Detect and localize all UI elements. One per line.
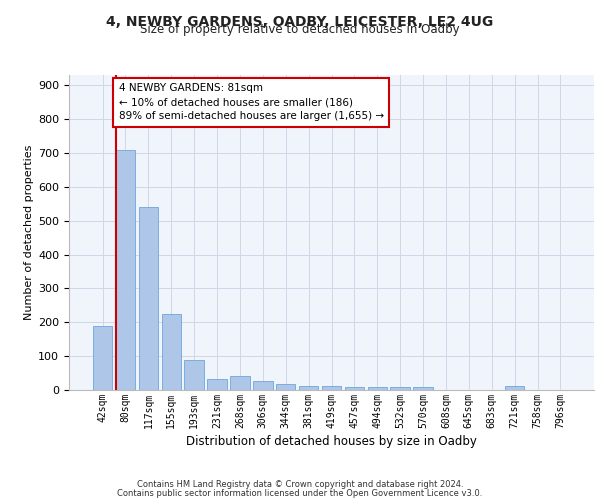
Bar: [299, 386, 319, 390]
Bar: [276, 384, 295, 390]
Bar: [391, 388, 410, 390]
Text: 4 NEWBY GARDENS: 81sqm
← 10% of detached houses are smaller (186)
89% of semi-de: 4 NEWBY GARDENS: 81sqm ← 10% of detached…: [119, 84, 383, 122]
Bar: [253, 381, 272, 390]
Text: Size of property relative to detached houses in Oadby: Size of property relative to detached ho…: [140, 22, 460, 36]
Bar: [413, 388, 433, 390]
Bar: [344, 386, 364, 390]
X-axis label: Distribution of detached houses by size in Oadby: Distribution of detached houses by size …: [186, 435, 477, 448]
Bar: [208, 379, 227, 390]
Bar: [368, 386, 387, 390]
Bar: [93, 326, 112, 390]
Text: Contains HM Land Registry data © Crown copyright and database right 2024.: Contains HM Land Registry data © Crown c…: [137, 480, 463, 489]
Bar: [505, 386, 524, 390]
Text: Contains public sector information licensed under the Open Government Licence v3: Contains public sector information licen…: [118, 488, 482, 498]
Y-axis label: Number of detached properties: Number of detached properties: [24, 145, 34, 320]
Bar: [184, 360, 204, 390]
Text: 4, NEWBY GARDENS, OADBY, LEICESTER, LE2 4UG: 4, NEWBY GARDENS, OADBY, LEICESTER, LE2 …: [106, 15, 494, 29]
Bar: [322, 386, 341, 390]
Bar: [161, 314, 181, 390]
Bar: [139, 207, 158, 390]
Bar: [230, 376, 250, 390]
Bar: [116, 150, 135, 390]
